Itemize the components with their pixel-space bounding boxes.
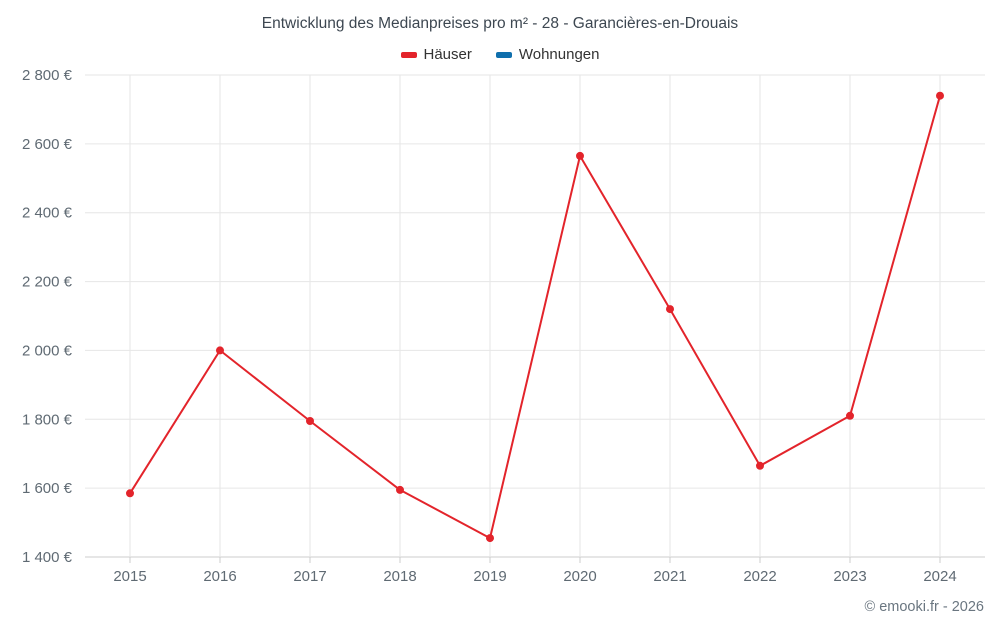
chart-title: Entwicklung des Medianpreises pro m² - 2…	[261, 15, 739, 32]
x-axis-label: 2019	[473, 568, 506, 585]
x-axis-label: 2016	[203, 568, 236, 585]
copyright: © emooki.fr - 2026	[864, 599, 984, 615]
legend-label: Wohnungen	[518, 46, 600, 63]
y-axis-label: 2 600 €	[22, 136, 73, 153]
x-axis-label: 2018	[383, 568, 416, 585]
y-axis-label: 1 600 €	[22, 480, 73, 497]
legend-item-huser[interactable]: Häuser	[400, 46, 472, 63]
legend: Häuser Wohnungen	[0, 46, 1000, 63]
data-point	[846, 411, 854, 420]
y-axis-label: 1 800 €	[22, 411, 73, 428]
x-axis-label: 2024	[923, 568, 956, 585]
x-axis-label: 2020	[563, 568, 596, 585]
y-axis-label: 2 800 €	[22, 67, 73, 84]
y-axis-label: 1 400 €	[22, 549, 73, 566]
data-point	[126, 489, 134, 498]
legend-item-wohnungen[interactable]: Wohnungen	[495, 46, 600, 63]
x-axis-label: 2022	[743, 568, 776, 585]
series-line-huser	[129, 94, 941, 540]
data-point	[936, 91, 944, 100]
x-axis-label: 2017	[293, 568, 326, 585]
y-axis-label: 2 000 €	[22, 342, 73, 359]
y-axis-label: 2 400 €	[22, 205, 73, 222]
y-axis-label: 2 200 €	[22, 274, 73, 291]
legend-label: Häuser	[423, 46, 472, 63]
x-axis-label: 2021	[653, 568, 686, 585]
x-axis-label: 2015	[113, 568, 146, 585]
data-point	[216, 346, 224, 355]
data-point	[666, 305, 674, 314]
data-point	[306, 417, 314, 425]
data-point	[486, 534, 494, 543]
legend-swatch	[400, 51, 417, 58]
data-point	[756, 461, 764, 470]
data-point	[576, 151, 584, 160]
data-point	[396, 485, 404, 494]
legend-swatch	[495, 51, 512, 58]
x-axis-label: 2023	[833, 568, 866, 585]
